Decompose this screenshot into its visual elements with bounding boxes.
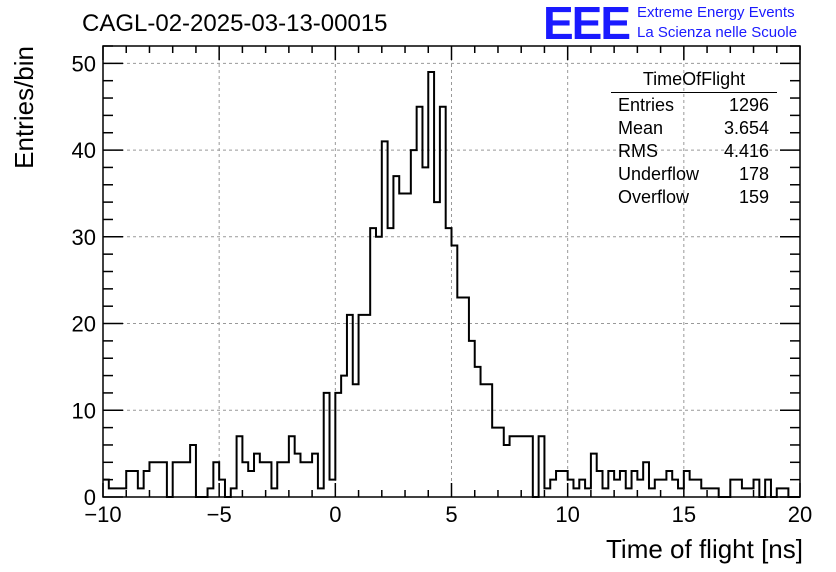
x-tick-label: 5 xyxy=(445,502,457,527)
stats-row-underflow: Underflow 178 xyxy=(611,164,777,187)
axis-ticks xyxy=(102,45,801,498)
stats-value: 159 xyxy=(738,187,769,207)
stats-box: TimeOfFlight Entries 1296 Mean 3.654 RMS… xyxy=(611,69,777,210)
y-axis-title: Entries/bin xyxy=(9,46,39,169)
y-tick-label: 50 xyxy=(72,51,96,76)
stats-label: Underflow xyxy=(618,164,700,184)
x-tick-label: 0 xyxy=(329,502,341,527)
stats-value: 4.416 xyxy=(723,141,769,161)
x-tick-label: 20 xyxy=(788,502,812,527)
x-tick-labels: −10 −5 0 5 10 15 20 xyxy=(84,502,812,527)
chart-title: CAGL-02-2025-03-13-00015 xyxy=(82,10,388,37)
x-tick-label: −5 xyxy=(207,502,232,527)
stats-row-rms: RMS 4.416 xyxy=(611,141,777,164)
stats-row-overflow: Overflow 159 xyxy=(611,187,777,210)
stats-title: TimeOfFlight xyxy=(611,69,777,93)
logo-tagline-2: La Scienza nelle Scuole xyxy=(637,24,798,41)
stats-row-entries: Entries 1296 xyxy=(611,95,777,118)
eee-logo: EEE xyxy=(543,0,631,49)
y-tick-labels: 0 10 20 30 40 50 xyxy=(72,51,96,510)
stats-value: 178 xyxy=(738,164,769,184)
stats-value: 1296 xyxy=(728,95,769,115)
stats-label: Overflow xyxy=(618,187,690,207)
x-tick-label: −10 xyxy=(84,502,121,527)
y-tick-label: 20 xyxy=(72,312,96,337)
stats-label: Mean xyxy=(618,118,664,138)
stats-row-mean: Mean 3.654 xyxy=(611,118,777,141)
x-tick-label: 15 xyxy=(672,502,696,527)
stats-label: Entries xyxy=(618,95,675,115)
stats-value: 3.654 xyxy=(723,118,769,138)
y-tick-label: 10 xyxy=(72,398,96,423)
y-tick-label: 30 xyxy=(72,225,96,250)
logo-tagline-1: Extreme Energy Events xyxy=(637,4,795,21)
y-tick-label: 40 xyxy=(72,138,96,163)
stats-label: RMS xyxy=(618,141,658,161)
x-axis-title: Time of flight [ns] xyxy=(606,534,803,564)
x-tick-label: 10 xyxy=(555,502,579,527)
y-tick-label: 0 xyxy=(84,485,96,510)
